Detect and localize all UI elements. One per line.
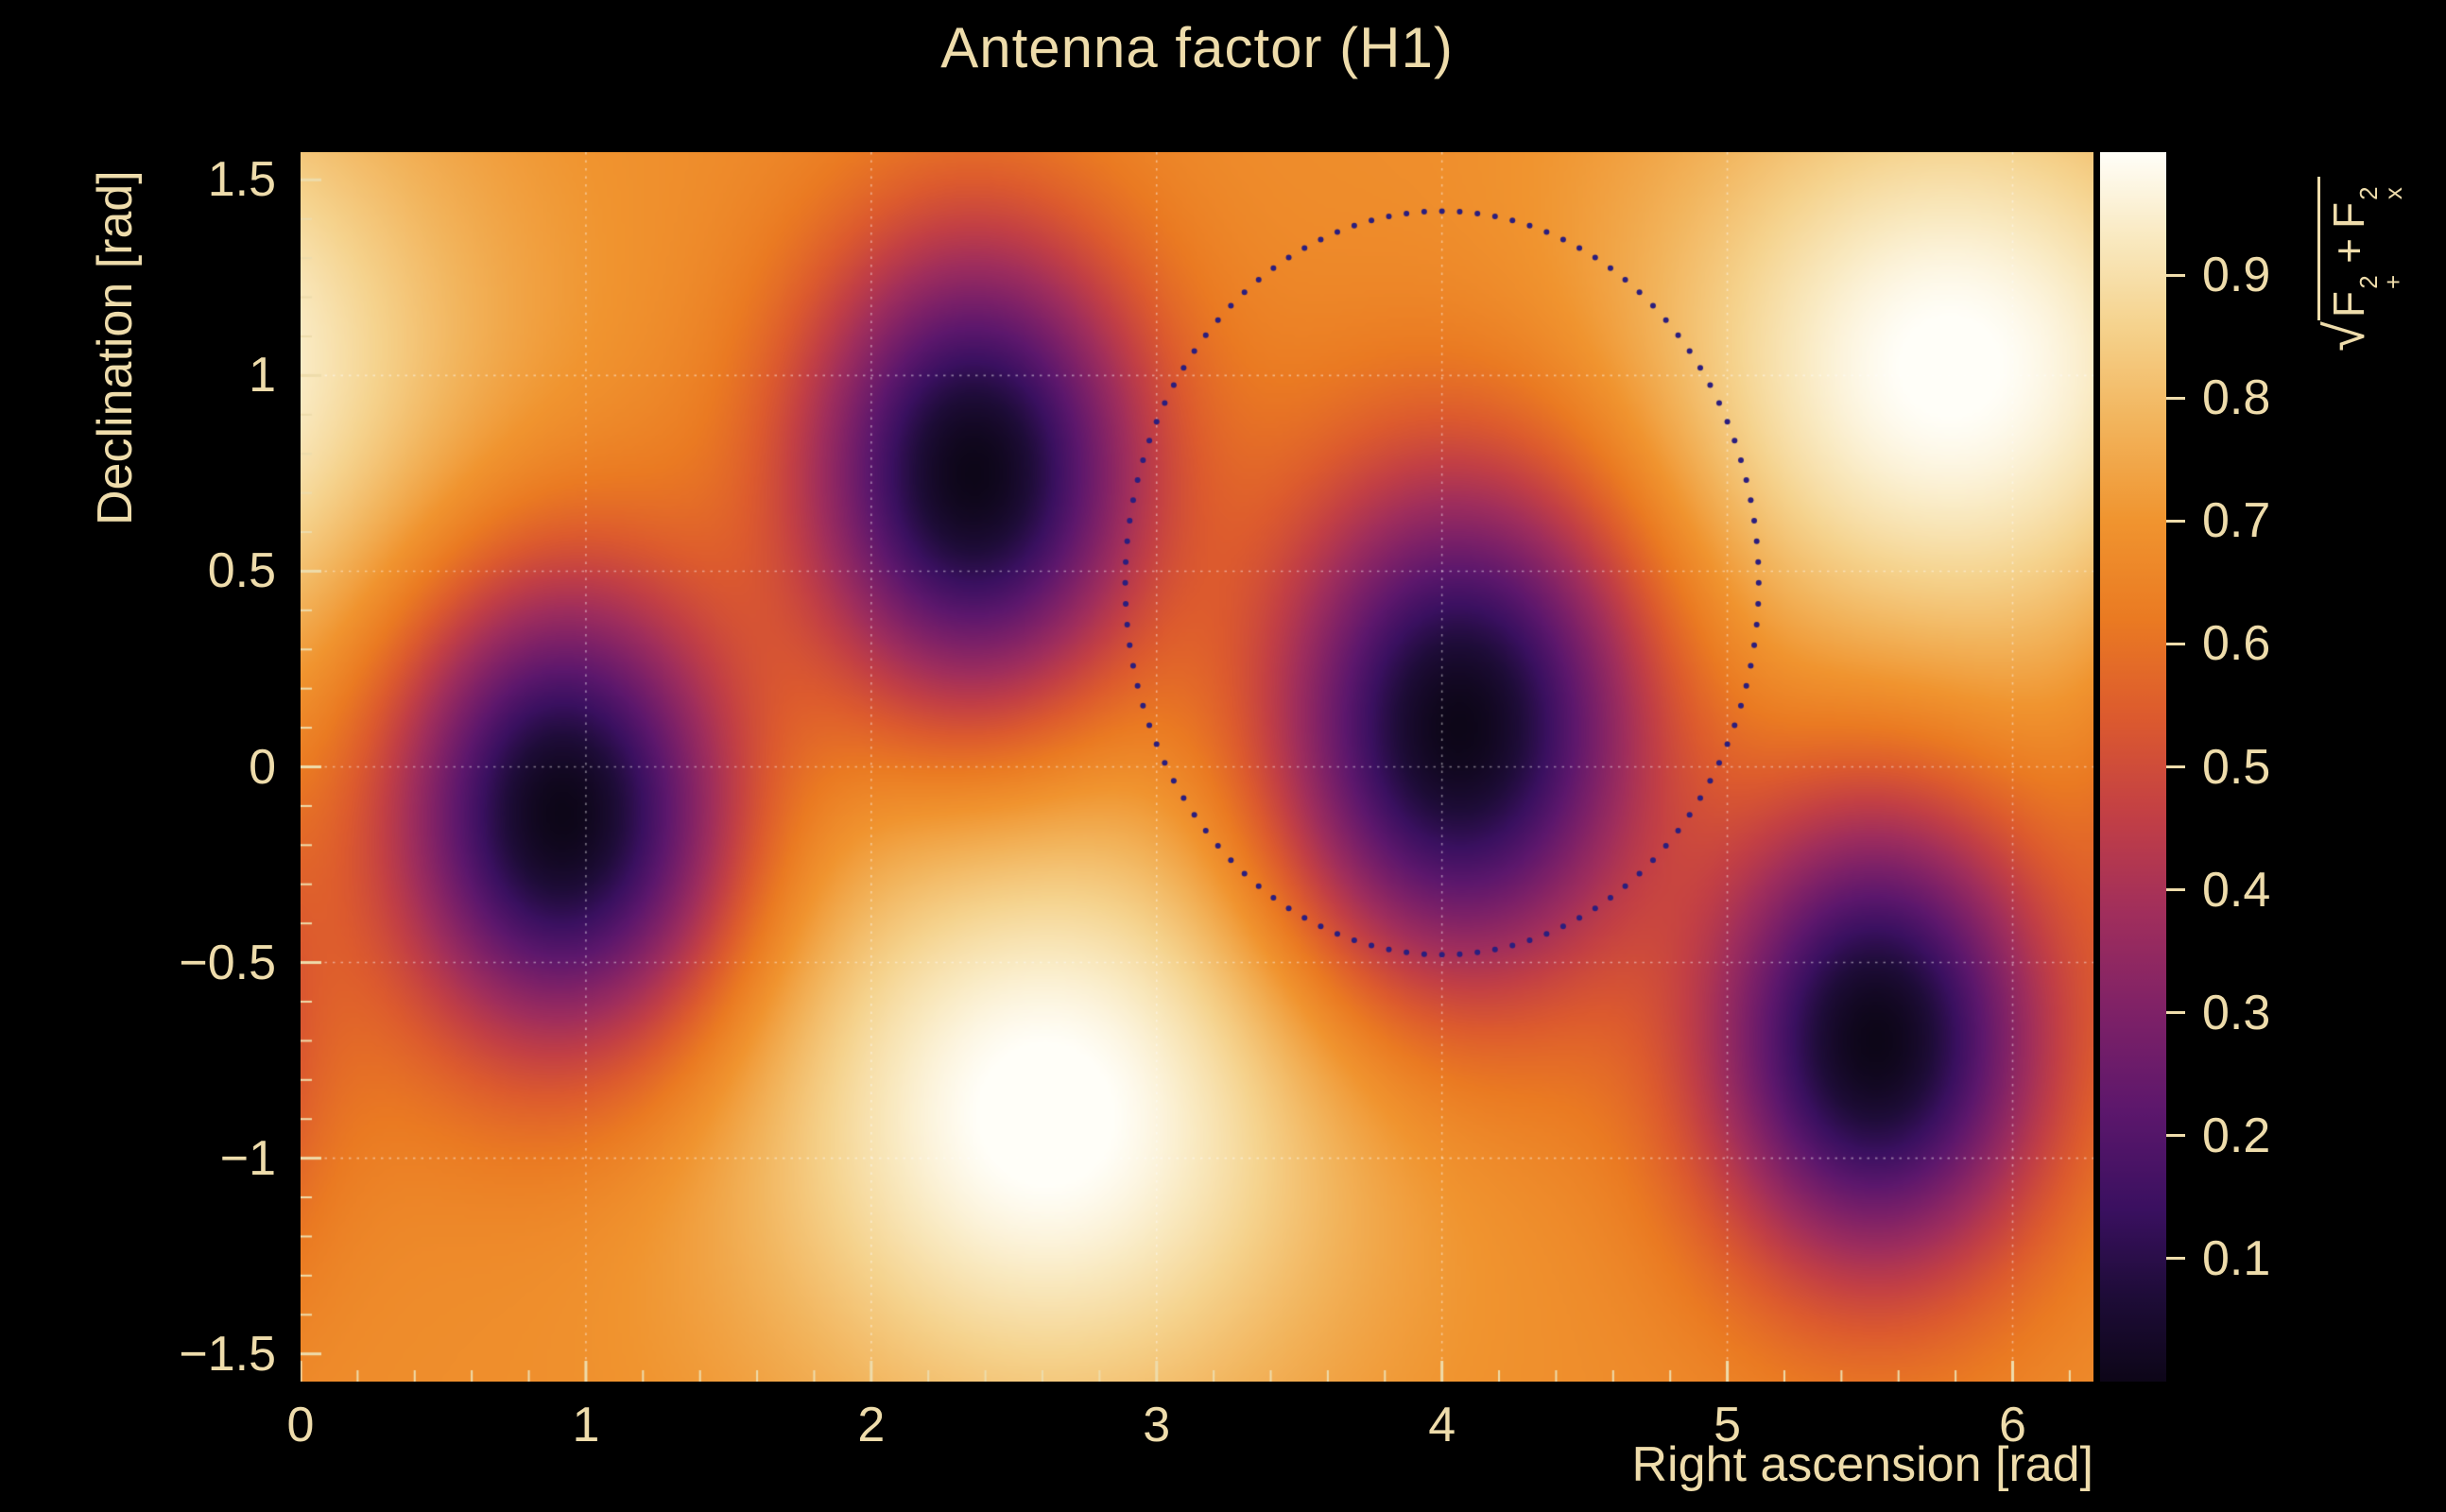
radicand: F 2 + +F 2 x xyxy=(2317,177,2407,321)
colorbar-tick xyxy=(2166,765,2185,768)
f-plus-sub: + xyxy=(2379,274,2407,290)
colorbar-tick xyxy=(2166,642,2185,645)
colorbar-tick-label: 0.5 xyxy=(2202,739,2271,795)
y-tick-label: 1 xyxy=(249,348,276,404)
x-tick-label: 0 xyxy=(286,1398,315,1452)
y-tick-label: 0 xyxy=(249,739,276,795)
colorbar-tick-label: 0.3 xyxy=(2202,985,2271,1040)
colorbar-tick xyxy=(2166,396,2185,400)
colorbar-tick xyxy=(2166,1257,2185,1261)
colorbar-tick xyxy=(2166,519,2185,523)
plus-operator: + xyxy=(2324,237,2373,264)
colorbar-tick-label: 0.6 xyxy=(2202,616,2271,672)
colorbar-tick xyxy=(2166,888,2185,892)
f-plus-term: F xyxy=(2324,291,2373,318)
sqrt-sign: √ xyxy=(2315,321,2376,352)
x-tick-label: 4 xyxy=(1428,1398,1456,1452)
x-axis-label: Right ascension [rad] xyxy=(1631,1437,2094,1492)
colorbar-tick xyxy=(2166,1011,2185,1015)
x-tick-label: 3 xyxy=(1143,1398,1171,1452)
colorbar-tick xyxy=(2166,273,2185,277)
heatmap-canvas xyxy=(301,152,2093,1382)
y-tick-label: −0.5 xyxy=(179,935,276,990)
colorbar-tick-label: 0.8 xyxy=(2202,370,2271,426)
y-tick-label: −1 xyxy=(219,1130,276,1186)
colorbar-tick-label: 0.1 xyxy=(2202,1230,2271,1286)
y-tick-label: −1.5 xyxy=(179,1326,276,1382)
colorbar-tick-label: 0.4 xyxy=(2202,862,2271,918)
f-plus-sup: 2 xyxy=(2354,275,2383,289)
f-cross-sub: x xyxy=(2379,187,2407,200)
y-tick-label: 1.5 xyxy=(207,152,276,208)
colorbar-title: √F 2 + +F 2 x xyxy=(2314,177,2407,352)
x-tick-label: 2 xyxy=(857,1398,886,1452)
f-cross-sup: 2 xyxy=(2354,186,2383,200)
colorbar-gradient xyxy=(2100,152,2166,1382)
chart-title: Antenna factor (H1) xyxy=(940,16,1454,79)
colorbar-tick xyxy=(2166,1134,2185,1138)
x-tick-label: 1 xyxy=(572,1398,600,1452)
f-cross-term: F xyxy=(2324,201,2373,229)
f-plus-scripts: 2 + xyxy=(2354,274,2407,290)
y-tick-label: 0.5 xyxy=(207,543,276,599)
y-axis-label: Declination [rad] xyxy=(88,170,143,525)
colorbar-tick-label: 0.7 xyxy=(2202,493,2271,549)
colorbar-tick-label: 0.2 xyxy=(2202,1108,2271,1163)
